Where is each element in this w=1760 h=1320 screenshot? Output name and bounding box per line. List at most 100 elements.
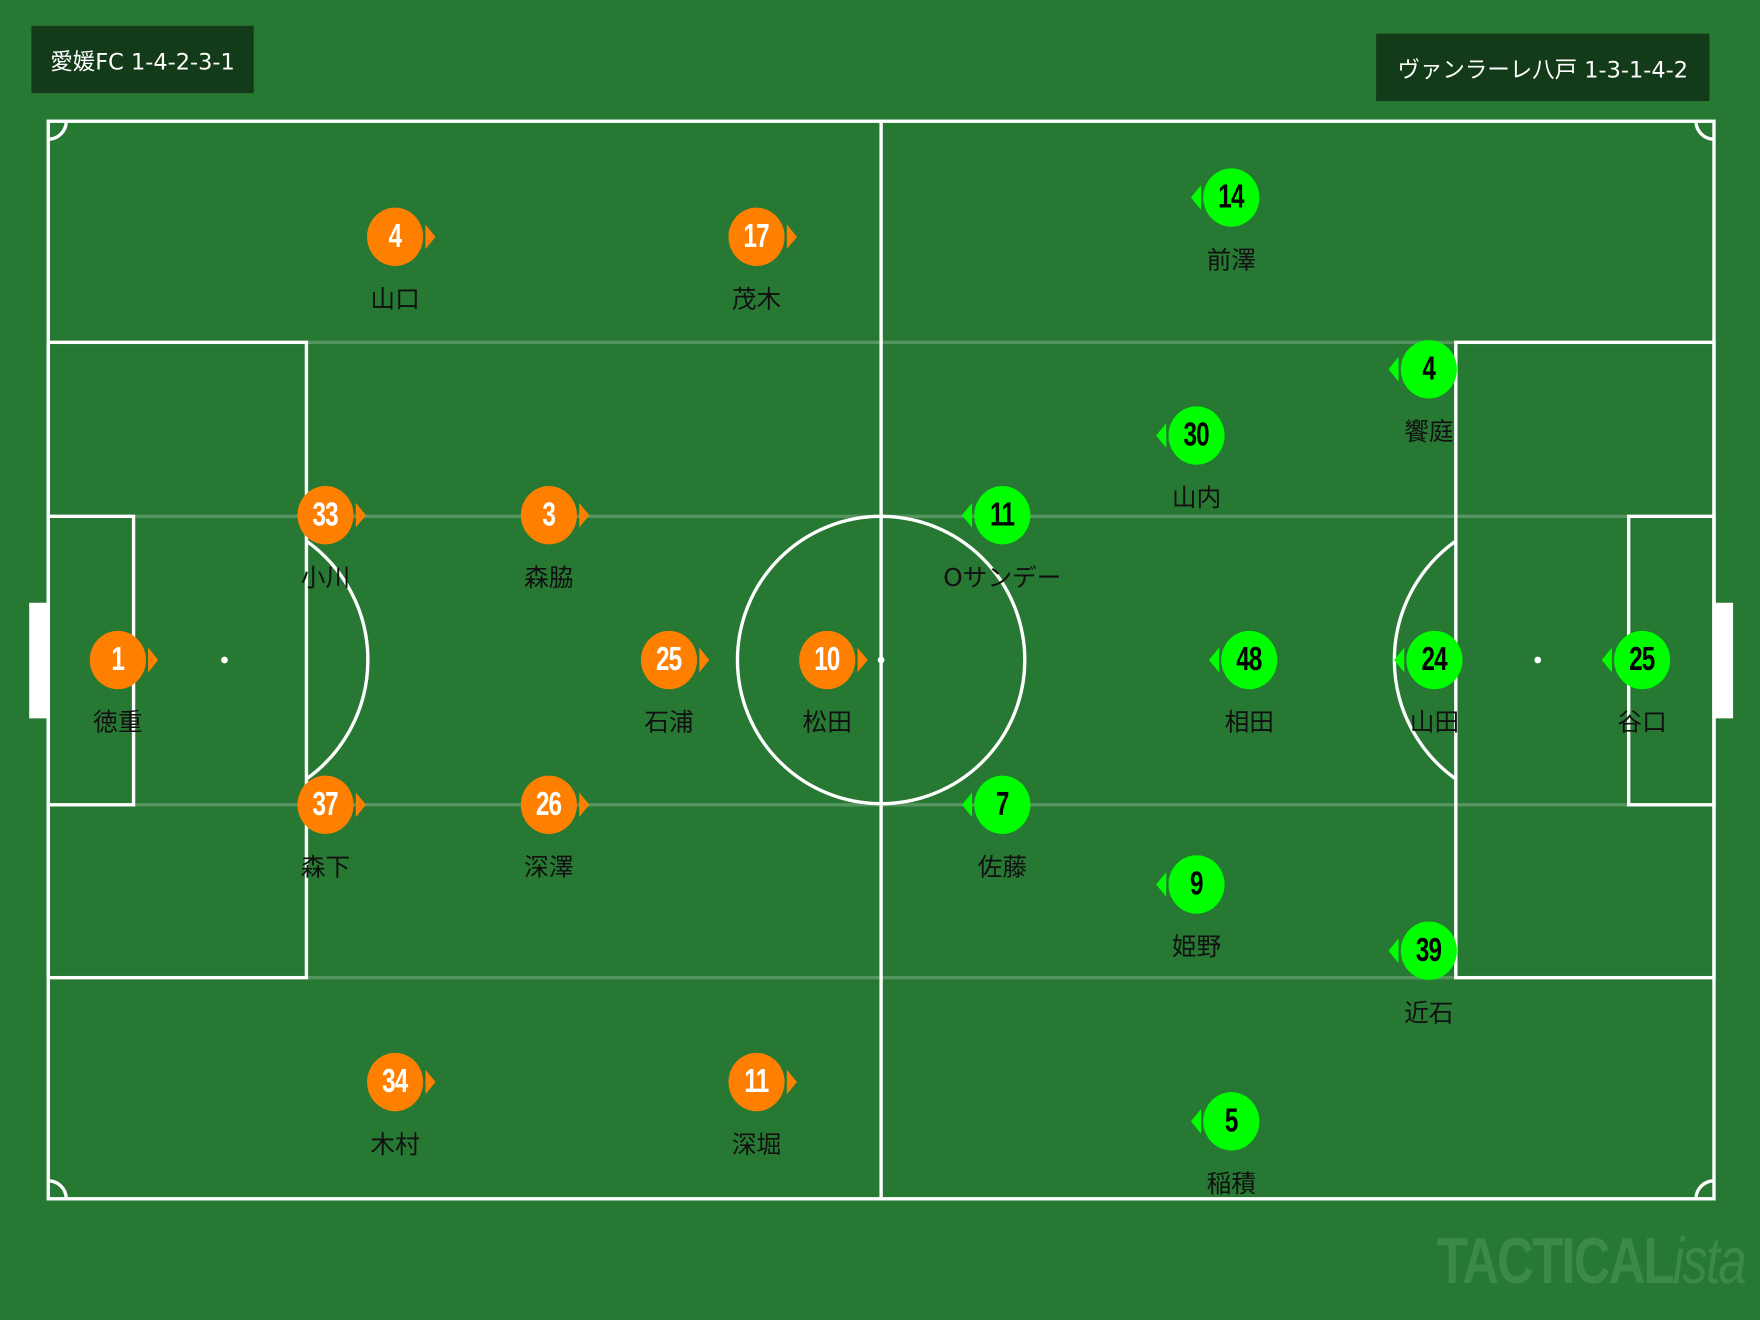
player-number: 39: [1416, 931, 1442, 969]
player-name: 山口: [370, 286, 420, 315]
player-number: 17: [743, 217, 770, 255]
center-spot: [877, 656, 885, 664]
watermark-suffix: ista: [1672, 1224, 1747, 1298]
direction-arrow-icon: [1190, 185, 1202, 210]
player-name: 深堀: [731, 1131, 782, 1160]
away-team-formation-label: ヴァンラーレ八戸 1-3-1-4-2: [1376, 33, 1710, 102]
direction-arrow-icon: [1394, 647, 1405, 673]
player-marker[interactable]: 48: [1221, 630, 1278, 690]
player-number: 5: [1224, 1102, 1238, 1140]
player-name: 谷口: [1617, 709, 1667, 738]
direction-arrow-icon: [1190, 1108, 1202, 1134]
direction-arrow-icon: [1156, 423, 1167, 448]
player-marker[interactable]: 24: [1406, 630, 1463, 690]
direction-arrow-icon: [1208, 647, 1219, 673]
player-number: 33: [312, 496, 339, 534]
player-name: 森脇: [524, 564, 574, 593]
player-number: 10: [814, 640, 841, 678]
player-number: 24: [1421, 640, 1448, 678]
player-marker[interactable]: 37: [297, 775, 354, 834]
player-number: 9: [1190, 865, 1203, 903]
player-marker[interactable]: 26: [520, 775, 577, 834]
player-marker[interactable]: 7: [974, 775, 1031, 834]
center-circle: [735, 514, 1027, 806]
direction-arrow-icon: [148, 647, 159, 673]
player-number: 3: [542, 496, 556, 534]
player-marker[interactable]: 3: [520, 486, 577, 545]
player-marker[interactable]: 11: [728, 1052, 785, 1112]
player-number: 26: [536, 785, 562, 823]
player-marker[interactable]: 33: [297, 486, 354, 545]
direction-arrow-icon: [786, 224, 797, 250]
player-number: 1: [111, 640, 125, 678]
right-penalty-spot: [1534, 656, 1542, 664]
player-marker[interactable]: 39: [1400, 921, 1457, 980]
player-name: 小川: [300, 564, 351, 593]
player-marker[interactable]: 4: [1400, 340, 1457, 399]
player-number: 4: [1422, 350, 1436, 388]
direction-arrow-icon: [699, 647, 710, 673]
player-marker[interactable]: 4: [367, 207, 424, 267]
player-marker[interactable]: 25: [640, 630, 698, 690]
player-number: 7: [996, 785, 1009, 823]
player-marker[interactable]: 34: [367, 1052, 424, 1112]
direction-arrow-icon: [1388, 356, 1399, 382]
player-number: 25: [656, 640, 682, 678]
direction-arrow-icon: [355, 792, 366, 818]
player-number: 4: [388, 217, 402, 255]
player-number: 34: [382, 1062, 408, 1101]
player-number: 14: [1218, 178, 1245, 216]
player-marker[interactable]: 5: [1203, 1092, 1260, 1151]
player-name: 姫野: [1171, 933, 1222, 962]
player-number: 37: [312, 785, 339, 823]
player-number: 11: [990, 496, 1015, 534]
player-marker[interactable]: 10: [799, 630, 856, 690]
corner-arc: [48, 1179, 68, 1199]
direction-arrow-icon: [961, 502, 973, 528]
direction-arrow-icon: [1156, 872, 1167, 897]
player-marker[interactable]: 17: [728, 207, 785, 267]
player-number: 25: [1629, 640, 1655, 678]
player-name: 佐藤: [977, 854, 1028, 883]
player-name: 相田: [1224, 709, 1274, 738]
direction-arrow-icon: [1601, 647, 1612, 673]
player-number: 11: [744, 1062, 770, 1101]
player-name: 前澤: [1206, 246, 1257, 276]
player-name: 稲積: [1206, 1170, 1257, 1199]
player-name: 石浦: [644, 709, 694, 738]
player-number: 30: [1183, 416, 1210, 454]
player-marker[interactable]: 1: [89, 630, 146, 690]
left-goal: [29, 602, 48, 719]
player-name: 森下: [300, 854, 351, 883]
direction-arrow-icon: [425, 224, 436, 250]
player-name: 深澤: [524, 854, 574, 883]
player-name: 饗庭: [1404, 418, 1454, 447]
player-name: 徳重: [93, 709, 143, 738]
direction-arrow-icon: [1388, 938, 1399, 964]
direction-arrow-icon: [355, 502, 366, 528]
home-team-formation-label: 愛媛FC 1-4-2-3-1: [31, 25, 254, 94]
direction-arrow-icon: [961, 792, 973, 818]
right-goal: [1715, 602, 1734, 719]
watermark-main: TACTICAL: [1436, 1224, 1675, 1298]
corner-arc: [1694, 1179, 1715, 1199]
player-name: 山内: [1171, 484, 1222, 513]
player-name: 松田: [802, 709, 852, 738]
player-name: 木村: [370, 1131, 420, 1160]
direction-arrow-icon: [857, 647, 868, 673]
player-marker[interactable]: 25: [1614, 630, 1671, 690]
direction-arrow-icon: [579, 792, 590, 818]
direction-arrow-icon: [425, 1069, 436, 1095]
player-marker[interactable]: 9: [1168, 855, 1225, 914]
player-marker[interactable]: 30: [1168, 406, 1225, 465]
player-marker[interactable]: 14: [1203, 168, 1260, 227]
player-name: 茂木: [731, 286, 782, 315]
corner-arc: [1694, 121, 1715, 141]
direction-arrow-icon: [786, 1069, 797, 1095]
player-name: Oサンデー: [943, 564, 1062, 593]
direction-arrow-icon: [579, 502, 590, 528]
corner-arc: [48, 121, 68, 141]
player-marker[interactable]: 11: [974, 486, 1031, 545]
